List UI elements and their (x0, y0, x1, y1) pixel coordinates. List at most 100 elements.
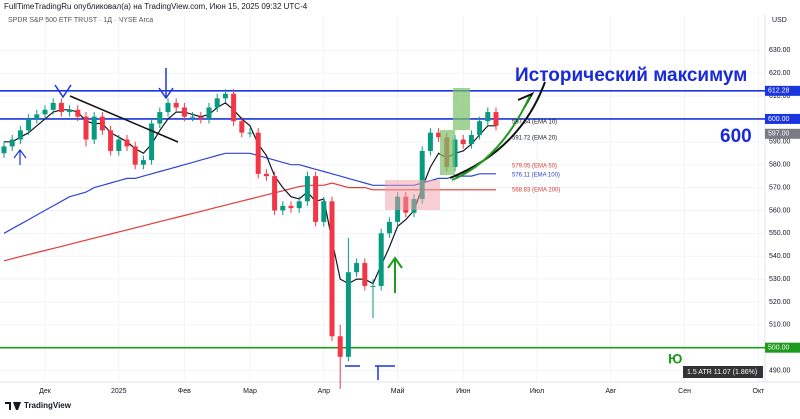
y-tick-label: 620.00 (769, 70, 791, 77)
candle-body (214, 98, 220, 108)
x-tick-label: Апр (318, 388, 330, 395)
candle-body (9, 139, 15, 147)
x-tick-label: Май (391, 387, 405, 395)
candle-body (34, 114, 40, 119)
footer (0, 397, 800, 414)
brand-logo (5, 402, 21, 410)
candle-body (460, 139, 466, 145)
x-tick-label: Июн (456, 388, 470, 395)
corner-text: Ю (668, 351, 682, 367)
y-tick-label: 590.00 (769, 139, 791, 146)
candle-body (181, 107, 187, 117)
candle-body (263, 173, 269, 177)
candle-body (329, 201, 335, 337)
candle-body (296, 201, 302, 209)
candle-body (231, 93, 237, 122)
x-tick-label: Дек (39, 388, 52, 395)
candle-body (108, 130, 114, 151)
x-tick-label: Июл (530, 388, 544, 395)
y-tick-label: 520.00 (769, 299, 791, 306)
y-tick-label: 610.00 (769, 93, 791, 100)
candle-body (485, 112, 491, 122)
atr-label: 1.5 ATR 11.07 (1.86%) (687, 369, 757, 376)
candle-body (99, 116, 105, 131)
candle-body (116, 139, 122, 151)
candle-body (468, 134, 474, 145)
resistance-box (385, 180, 440, 210)
candle-body (354, 263, 360, 273)
candle-body (132, 146, 138, 165)
up-arrow (13, 149, 27, 165)
x-tick-label: Сен (678, 388, 691, 395)
candle-body (280, 205, 286, 211)
candle-body (272, 176, 278, 211)
author-line: FullTimeTradingRu опубликовал(а) на Trad… (4, 2, 308, 11)
y-tick-label: 550.00 (769, 230, 791, 237)
candle-body (50, 102, 56, 110)
candle-body (157, 112, 163, 124)
atr-box (683, 366, 763, 378)
last-price-label: 597.00 (768, 131, 790, 138)
ema-label: 576.11 (EMA 100) (512, 173, 560, 179)
candle-body (313, 176, 319, 222)
candle-body (17, 130, 23, 140)
candle-body (1, 146, 7, 154)
candle-body (378, 233, 384, 286)
candle-body (206, 107, 212, 119)
candle-body (26, 118, 32, 131)
candle-body (67, 109, 73, 113)
marker-arrow (158, 87, 174, 100)
ema-label: 597.64 (EMA 10) (512, 120, 557, 126)
marker-arrow (54, 84, 72, 99)
candle-body (83, 116, 89, 140)
x-tick-label: Мар (243, 388, 257, 395)
y-tick-label: 530.00 (769, 276, 791, 283)
candle-body (198, 116, 204, 119)
price-marker-label: 500.00 (768, 345, 790, 352)
candle-body (345, 272, 351, 357)
trend-arrow-green (451, 95, 531, 181)
y-tick-label: 630.00 (769, 47, 791, 54)
chart-title: SPDR S&P 500 ETF TRUST · 1Д · NYSE Arca (8, 17, 153, 24)
price-marker-label: 600.00 (768, 116, 790, 123)
candle-body (222, 93, 228, 99)
candle-body (427, 132, 433, 151)
candle-body (337, 336, 343, 357)
candle-body (255, 132, 261, 174)
candle-body (370, 285, 376, 287)
candle-body (173, 102, 179, 108)
price-marker (765, 113, 800, 124)
candle-body (42, 109, 48, 115)
ema-label: 579.05 (EMA 50) (512, 164, 557, 170)
candle-body (124, 139, 130, 147)
candle-body (149, 123, 155, 161)
y-tick-label: 560.00 (769, 207, 791, 214)
y-tick-label: 540.00 (769, 253, 791, 260)
candle-body (247, 132, 253, 134)
ema-label: 568.83 (EMA 200) (512, 188, 560, 194)
y-tick-label: 580.00 (769, 162, 791, 169)
candle-body (321, 201, 327, 222)
y-tick-label: 510.00 (769, 322, 791, 329)
x-tick-label: Окт (753, 388, 766, 395)
x-tick-label: Фев (178, 388, 191, 395)
price-marker-label: 612.28 (768, 88, 790, 95)
candle-body (288, 205, 294, 209)
y-tick-label: 490.00 (769, 367, 791, 374)
candle-body (140, 160, 146, 165)
y-tick-label: 570.00 (769, 184, 791, 191)
candle-body (239, 121, 245, 133)
candle-body (91, 116, 97, 140)
candle-body (419, 150, 425, 199)
candle-body (436, 132, 442, 138)
x-tick-label: 2025 (111, 388, 127, 395)
currency: USD (772, 17, 787, 24)
target-label: 600 (720, 126, 752, 147)
trend-arrow (449, 81, 546, 179)
last-price-marker (765, 128, 800, 139)
candle-body (165, 102, 171, 113)
dash-marker (345, 365, 395, 380)
candle-body (190, 116, 196, 118)
